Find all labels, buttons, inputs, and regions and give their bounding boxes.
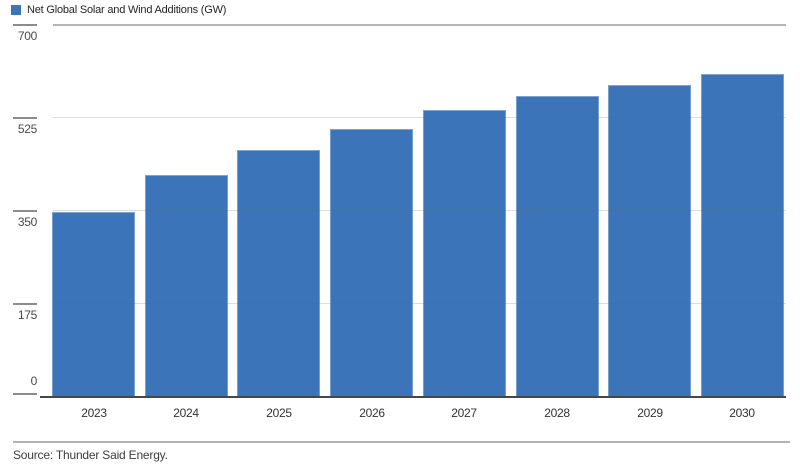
bar-2027: [423, 110, 506, 396]
y-axis-tick-175: [13, 303, 37, 305]
x-axis-label-2025: 2025: [266, 406, 292, 420]
y-axis-tick-350: [13, 210, 37, 212]
footer-divider: [13, 441, 790, 443]
x-axis-baseline: [40, 396, 786, 398]
y-axis-label-0: 0: [30, 374, 38, 388]
bar-2023: [52, 212, 135, 396]
y-axis-tick-0: [13, 393, 37, 395]
legend-swatch-icon: [11, 5, 21, 15]
y-axis-label-350: 350: [17, 215, 37, 229]
y-axis-label-525: 525: [17, 122, 37, 136]
bar-2030: [701, 74, 784, 396]
bar-2029: [608, 85, 691, 396]
bar-2025: [237, 150, 320, 396]
y-axis-label-700: 700: [17, 29, 37, 43]
bar-2024: [145, 175, 228, 396]
legend: Net Global Solar and Wind Additions (GW): [11, 3, 226, 17]
x-axis-label-2026: 2026: [359, 406, 385, 420]
y-axis-tick-525: [13, 117, 37, 119]
x-axis-label-2024: 2024: [173, 406, 199, 420]
source-text: Source: Thunder Said Energy.: [13, 448, 168, 462]
x-axis-label-2029: 2029: [637, 406, 663, 420]
y-axis-tick-700: [13, 24, 37, 26]
bar-2028: [516, 96, 599, 396]
y-axis-label-175: 175: [17, 308, 37, 322]
legend-label: Net Global Solar and Wind Additions (GW): [27, 4, 227, 16]
x-axis-label-2030: 2030: [729, 406, 755, 420]
x-axis-label-2028: 2028: [544, 406, 570, 420]
bar-2026: [330, 129, 413, 396]
x-axis-label-2023: 2023: [81, 406, 107, 420]
gridline-700: [53, 24, 786, 26]
x-axis-label-2027: 2027: [451, 406, 477, 420]
